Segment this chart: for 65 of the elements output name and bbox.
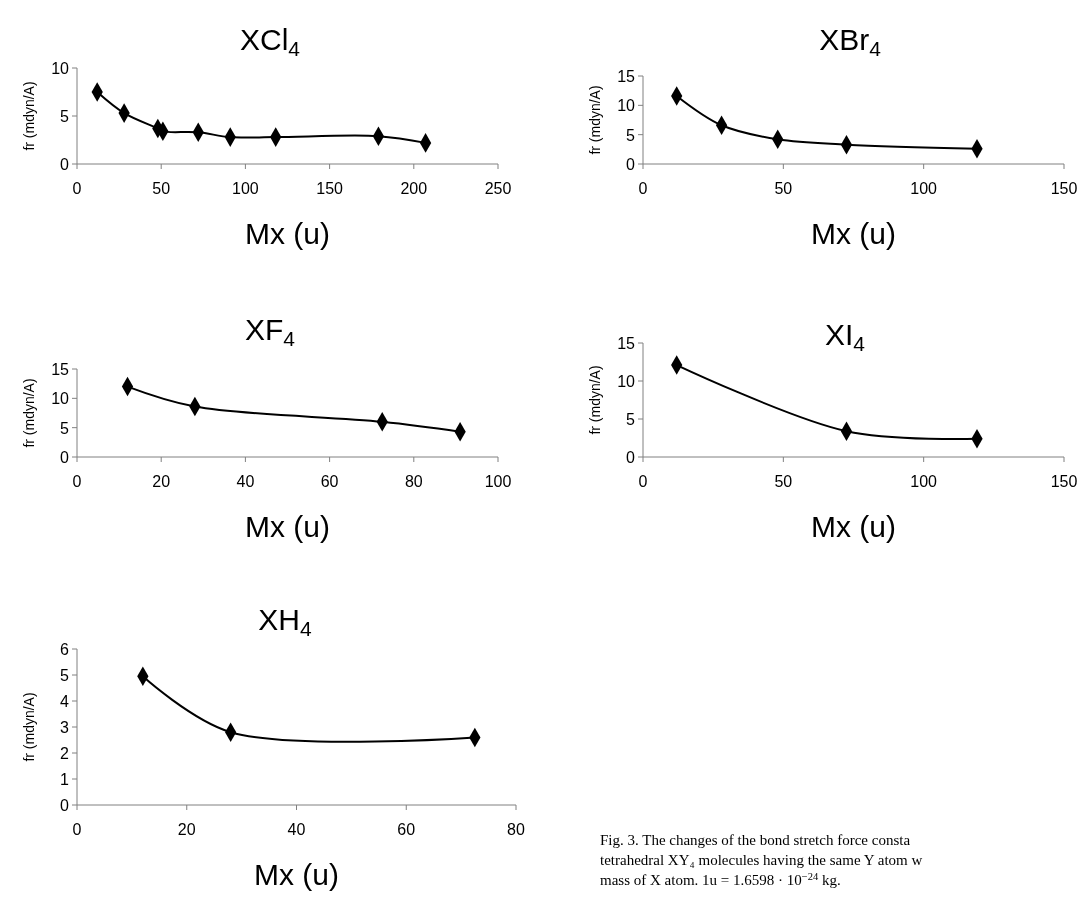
y-tick-label: 15 [617,335,636,352]
x-tick-label: 40 [236,473,255,490]
x-tick-label: 60 [320,473,339,490]
y-tick-label: 5 [60,419,70,437]
y-axis-title: fr (mdyn/A) [21,378,37,448]
x-tick-label: 60 [397,821,416,838]
y-tick-label: 4 [60,693,70,710]
x-tick-label: 0 [638,473,648,490]
x-tick-label: 100 [910,473,938,490]
x-tick-label: 0 [72,821,82,838]
y-tick-label: 5 [626,126,636,144]
y-tick-label: 10 [51,60,70,77]
x-tick-label: 50 [774,473,793,490]
x-tick-label: 50 [774,180,793,197]
y-axis-title: fr (mdyn/A) [21,81,37,151]
y-tick-label: 5 [60,667,70,684]
chart-title: XF$_{4}$ [244,313,296,351]
caption: Fig. 3. The changes of the bond stretch force consta [600,832,911,848]
x-tick-label: 20 [177,821,196,838]
chart-title: XH$_{4}$ [258,603,312,641]
y-tick-label: 10 [617,97,636,115]
x-tick-label: 80 [404,473,423,490]
x-tick-label: 150 [1050,473,1078,490]
chart-title: XBr$_{4}$ [819,23,882,61]
y-tick-label: 0 [60,449,70,466]
chart-title: XCl$_{4}$ [239,23,301,61]
y-tick-label: 0 [626,449,636,466]
x-axis-title: Mx (u) [245,217,330,250]
y-tick-label: 1 [60,771,70,788]
x-tick-label: 50 [152,180,171,197]
y-tick-label: 0 [60,156,70,173]
x-tick-label: 80 [507,821,525,838]
y-tick-label: 5 [60,108,70,125]
x-tick-label: 100 [484,473,512,490]
y-tick-label: 2 [60,745,70,762]
x-tick-label: 0 [72,473,82,490]
x-tick-label: 100 [232,180,259,197]
y-axis-title: fr (mdyn/A) [21,692,37,762]
x-tick-label: 100 [910,180,938,197]
y-tick-label: 15 [617,68,636,85]
x-axis-title: Mx (u) [811,217,896,250]
text: tetrahedral XY₄ molecules having the same Y atom w [600,852,923,868]
y-tick-label: 10 [51,390,70,408]
x-tick-label: 40 [287,821,306,838]
y-tick-label: 5 [626,411,636,428]
x-tick-label: 0 [638,180,648,197]
y-tick-label: 0 [60,797,70,814]
y-tick-label: 3 [60,719,70,736]
y-axis-title: fr (mdyn/A) [587,365,603,435]
x-tick-label: 0 [72,180,82,197]
x-axis-title: Mx (u) [254,858,339,891]
chart-title: XI$_{4}$ [824,318,866,356]
y-tick-label: 15 [51,361,70,378]
x-tick-label: 150 [1050,180,1078,197]
x-tick-label: 150 [316,180,344,197]
y-tick-label: 10 [617,373,636,390]
x-tick-label: 20 [152,473,171,490]
x-axis-title: Mx (u) [245,510,330,543]
x-axis-title: Mx (u) [811,510,896,543]
text: mass of X atom. 1u = 1.6598 · 10$^{−24}$ kg. [600,871,841,888]
y-tick-label: 6 [60,641,70,658]
y-axis-title: fr (mdyn/A) [587,85,603,155]
x-tick-label: 250 [484,180,512,197]
y-tick-label: 0 [626,156,636,173]
x-tick-label: 200 [400,180,428,197]
